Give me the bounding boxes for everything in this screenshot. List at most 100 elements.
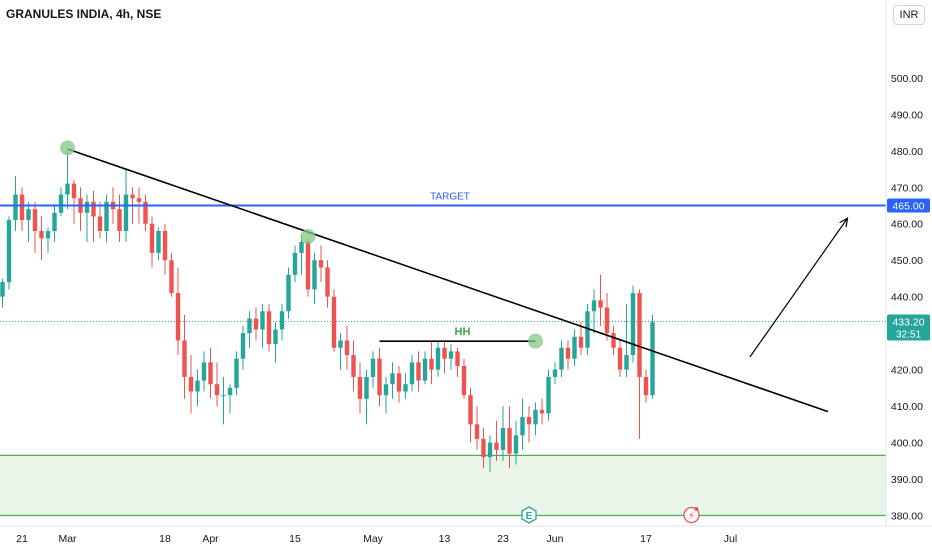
candle <box>533 402 538 436</box>
candle-body <box>533 409 538 425</box>
candle-body <box>513 435 519 454</box>
candle-body <box>331 296 337 348</box>
candle <box>195 369 200 407</box>
candle <box>156 227 161 261</box>
candle-body <box>325 267 330 297</box>
candle-body <box>500 427 506 450</box>
candle <box>364 369 369 425</box>
candle <box>149 216 155 268</box>
projection-arrow <box>749 217 848 358</box>
candle <box>234 351 239 396</box>
x-tick-label: 21 <box>16 533 28 545</box>
y-tick-label: 390.00 <box>891 474 923 486</box>
chart-title: GRANULES INDIA, 4h, NSE <box>6 7 162 21</box>
candle-body <box>351 355 356 377</box>
y-tick-label: 440.00 <box>891 292 923 304</box>
candle <box>143 194 148 232</box>
candle-body <box>318 260 324 268</box>
candle-body <box>286 274 291 312</box>
candle-body <box>461 365 467 396</box>
candle-body <box>630 293 636 356</box>
candle <box>331 289 337 352</box>
earnings-badge-text: E <box>526 511 533 522</box>
candle <box>273 322 278 363</box>
candle <box>500 406 506 461</box>
candle-body <box>650 322 655 396</box>
candle-body <box>52 212 57 232</box>
candle-body <box>507 427 512 454</box>
candle <box>617 340 623 377</box>
candle-body <box>409 362 415 385</box>
candle <box>312 252 317 304</box>
target-label: TARGET <box>430 191 470 202</box>
candle-body <box>338 340 343 348</box>
candle-body <box>266 311 272 345</box>
candle-body <box>559 347 564 370</box>
currency-button[interactable]: INR <box>893 5 925 25</box>
y-tick-label: 480.00 <box>891 146 923 158</box>
candle <box>643 369 649 403</box>
candle-body <box>422 358 428 381</box>
dividend-badge: ⚡ <box>683 506 700 524</box>
candle-body <box>39 231 44 239</box>
candle-body <box>526 417 532 425</box>
candle <box>448 344 454 370</box>
candle <box>611 325 616 356</box>
dividend-badge-text: ⚡ <box>688 511 695 522</box>
candle <box>78 187 83 232</box>
candle <box>201 351 207 392</box>
candle <box>117 194 122 242</box>
candle-body <box>240 333 246 359</box>
candle-body <box>617 347 623 370</box>
candle <box>442 340 447 374</box>
x-tick-label: May <box>363 533 384 545</box>
candle <box>299 234 304 275</box>
candle <box>260 303 265 348</box>
candle <box>591 289 597 334</box>
candle <box>221 376 226 425</box>
candle <box>578 322 584 356</box>
x-tick-label: 13 <box>439 533 451 545</box>
x-tick-label: Jun <box>547 533 564 545</box>
candle <box>507 406 512 469</box>
candle <box>266 303 272 352</box>
candle-body <box>253 318 259 330</box>
candle-body <box>169 260 174 294</box>
candle-body <box>546 376 551 414</box>
candle <box>422 351 428 385</box>
candle-body <box>117 209 122 232</box>
candle <box>624 303 629 377</box>
candle-body <box>136 198 142 202</box>
candle <box>39 216 44 261</box>
candle <box>71 179 77 224</box>
candle-body <box>104 201 109 232</box>
candle-body <box>19 194 25 221</box>
x-tick-label: 17 <box>640 533 652 545</box>
candle-body <box>494 442 499 450</box>
candle <box>520 398 525 450</box>
candle-body <box>6 220 12 283</box>
candle <box>377 347 382 407</box>
y-tick-label: 400.00 <box>891 438 923 450</box>
candle-body <box>227 387 233 396</box>
candle-body <box>370 358 376 377</box>
candle <box>169 252 174 297</box>
candle <box>162 223 168 275</box>
candle-body <box>390 373 395 385</box>
candle <box>26 201 31 242</box>
candle-body <box>539 409 545 414</box>
candle-body <box>377 358 382 396</box>
y-tick-label: 420.00 <box>891 365 923 377</box>
x-tick-label: Mar <box>58 533 77 545</box>
candle-body <box>162 231 168 261</box>
candle <box>253 307 259 341</box>
candle-body <box>598 300 603 308</box>
candle <box>572 329 577 366</box>
candle <box>598 274 603 326</box>
candle-body <box>156 231 161 253</box>
price-label: 465.00 <box>887 198 930 213</box>
candle-body <box>611 333 616 348</box>
candle <box>351 340 356 392</box>
